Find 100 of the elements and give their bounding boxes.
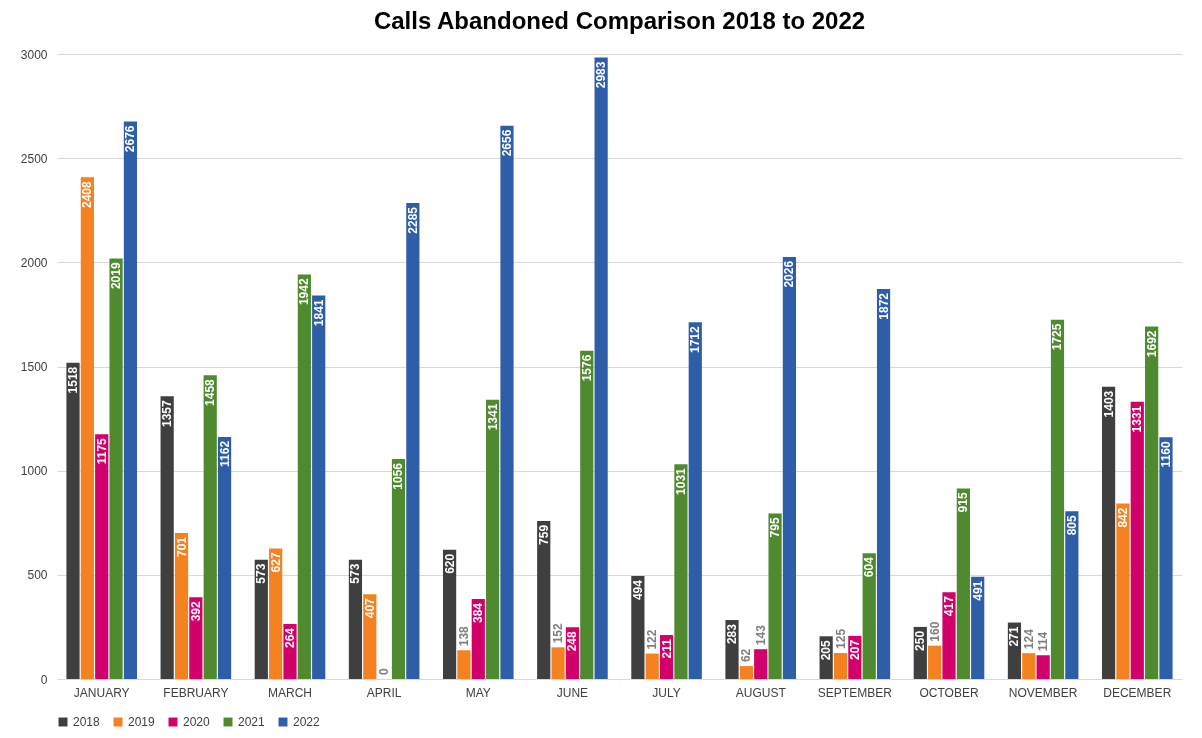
x-tick-label: SEPTEMBER bbox=[817, 685, 893, 700]
bar bbox=[297, 274, 311, 679]
bar bbox=[580, 350, 594, 679]
chart-title: Calls Abandoned Comparison 2018 to 2022 bbox=[373, 7, 866, 34]
bar bbox=[217, 436, 232, 679]
bar bbox=[95, 434, 109, 679]
data-label: 494 bbox=[630, 579, 645, 601]
data-label: 2676 bbox=[123, 125, 138, 153]
data-label: 1357 bbox=[160, 399, 175, 427]
bar bbox=[754, 649, 768, 679]
data-label: 2408 bbox=[80, 181, 95, 209]
y-tick-label: 1500 bbox=[20, 360, 48, 374]
bar bbox=[645, 653, 659, 679]
data-label: 491 bbox=[970, 580, 985, 601]
bar bbox=[1116, 503, 1130, 679]
data-label: 604 bbox=[862, 556, 877, 578]
bar bbox=[1130, 401, 1144, 679]
bar bbox=[109, 258, 123, 679]
bar bbox=[942, 592, 956, 679]
y-tick-label: 2000 bbox=[20, 255, 48, 270]
bar bbox=[956, 488, 970, 679]
x-tick-label: OCTOBER bbox=[919, 685, 979, 700]
bar bbox=[1145, 326, 1159, 679]
data-label: 0 bbox=[377, 668, 392, 675]
bar bbox=[486, 399, 500, 679]
data-label: 2656 bbox=[499, 129, 514, 157]
data-label: 207 bbox=[847, 639, 862, 660]
bar bbox=[1050, 319, 1065, 679]
bar bbox=[1065, 511, 1079, 679]
legend-label: 2019 bbox=[128, 715, 156, 729]
data-label: 211 bbox=[659, 638, 674, 659]
data-label: 264 bbox=[283, 627, 297, 649]
bar bbox=[391, 459, 406, 679]
data-label: 1341 bbox=[485, 403, 500, 431]
y-tick-label: 500 bbox=[27, 568, 48, 583]
x-tick-label: DECEMBER bbox=[1103, 685, 1172, 700]
data-label: 759 bbox=[536, 524, 551, 545]
x-tick-label: APRIL bbox=[366, 685, 402, 700]
data-label: 114 bbox=[1036, 631, 1051, 652]
data-label: 573 bbox=[254, 563, 269, 584]
bar bbox=[269, 548, 283, 679]
bar bbox=[457, 650, 471, 679]
bar bbox=[876, 289, 891, 679]
data-label: 271 bbox=[1007, 626, 1022, 647]
data-label: 1841 bbox=[311, 299, 326, 327]
bar bbox=[537, 520, 551, 679]
bar bbox=[739, 666, 753, 679]
bar bbox=[203, 375, 217, 679]
bar bbox=[254, 559, 268, 679]
data-label: 283 bbox=[725, 623, 740, 645]
bar bbox=[594, 57, 608, 679]
data-label: 138 bbox=[456, 625, 471, 647]
data-label: 392 bbox=[188, 601, 203, 622]
data-label: 1942 bbox=[297, 278, 312, 306]
data-label: 152 bbox=[551, 622, 566, 644]
bar bbox=[66, 362, 80, 679]
bar bbox=[782, 256, 797, 679]
bar bbox=[312, 295, 326, 679]
data-label: 124 bbox=[1021, 628, 1036, 650]
data-label: 1725 bbox=[1050, 323, 1065, 351]
data-label: 627 bbox=[268, 552, 283, 573]
bar bbox=[1022, 653, 1036, 679]
data-label: 1175 bbox=[94, 437, 109, 465]
y-tick-label: 1000 bbox=[20, 464, 48, 479]
data-label: 2019 bbox=[109, 262, 124, 290]
x-tick-label: JULY bbox=[652, 685, 681, 700]
data-label: 384 bbox=[471, 602, 486, 624]
x-tick-label: MARCH bbox=[268, 685, 312, 700]
data-label: 842 bbox=[1115, 507, 1130, 528]
data-label: 407 bbox=[362, 597, 377, 619]
bar bbox=[768, 513, 782, 679]
data-label: 62 bbox=[739, 648, 754, 663]
x-tick-label: MAY bbox=[465, 685, 491, 700]
bar bbox=[688, 322, 702, 679]
legend-label: 2018 bbox=[73, 715, 101, 729]
bar bbox=[928, 645, 942, 679]
bar bbox=[833, 652, 848, 679]
data-label: 1872 bbox=[876, 292, 891, 320]
bar bbox=[500, 125, 514, 679]
data-label: 1576 bbox=[579, 354, 594, 382]
x-tick-label: JUNE bbox=[556, 685, 589, 700]
data-label: 160 bbox=[927, 621, 942, 642]
data-label: 125 bbox=[833, 628, 848, 649]
legend-label: 2022 bbox=[293, 715, 321, 729]
data-label: 573 bbox=[348, 563, 363, 584]
data-label: 250 bbox=[913, 630, 928, 651]
data-label: 143 bbox=[753, 624, 768, 646]
bar bbox=[551, 647, 565, 679]
data-label: 805 bbox=[1064, 514, 1079, 536]
data-label: 1331 bbox=[1130, 405, 1145, 433]
data-label: 2285 bbox=[405, 206, 420, 234]
data-label: 122 bbox=[645, 629, 660, 650]
bar bbox=[174, 532, 189, 679]
bar bbox=[1101, 386, 1116, 679]
y-tick-label: 3000 bbox=[20, 47, 48, 62]
y-tick-label: 2500 bbox=[20, 151, 48, 166]
data-label: 1056 bbox=[391, 462, 406, 490]
data-label: 417 bbox=[942, 595, 956, 617]
x-tick-label: NOVEMBER bbox=[1008, 685, 1078, 700]
data-label: 1712 bbox=[688, 326, 703, 354]
